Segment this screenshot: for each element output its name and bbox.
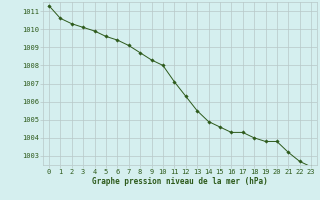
X-axis label: Graphe pression niveau de la mer (hPa): Graphe pression niveau de la mer (hPa) [92,177,268,186]
